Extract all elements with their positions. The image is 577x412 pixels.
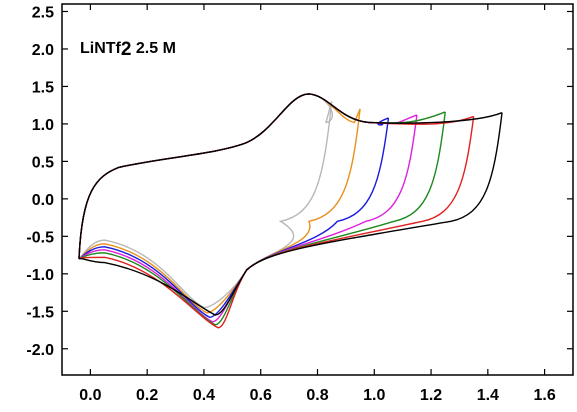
x-tick-label: 0.8 bbox=[306, 387, 328, 404]
series-1 bbox=[78, 93, 333, 309]
series-reverse-line bbox=[78, 111, 446, 326]
series-reverse-line bbox=[78, 117, 390, 318]
annotation-rest: 2.5 M bbox=[131, 40, 175, 57]
annotation-subscript: 2 bbox=[121, 39, 132, 60]
series-reverse-line bbox=[78, 101, 333, 309]
series-4 bbox=[78, 93, 418, 323]
annotation-label: LiNTf2 2.5 M bbox=[80, 39, 176, 60]
series-forward-line bbox=[78, 93, 446, 259]
series-forward-line bbox=[78, 93, 333, 259]
x-tick-label: 0.6 bbox=[250, 387, 272, 404]
y-tick-label: 0.0 bbox=[32, 192, 54, 209]
series-5 bbox=[78, 93, 446, 326]
series-reverse-line bbox=[78, 112, 503, 316]
y-tick-label: 2.5 bbox=[32, 4, 54, 21]
plot-frame bbox=[61, 3, 574, 376]
series-forward-line bbox=[78, 93, 418, 259]
x-tick-label: 1.6 bbox=[533, 387, 555, 404]
y-tick-label: 1.0 bbox=[32, 117, 54, 134]
series-reverse-line bbox=[78, 116, 475, 329]
y-tick-label: -0.5 bbox=[26, 229, 54, 246]
series-3 bbox=[78, 93, 390, 318]
y-tick-label: -1.0 bbox=[26, 267, 54, 284]
series-reverse-line bbox=[78, 108, 361, 314]
series-2 bbox=[78, 93, 361, 314]
x-tick-label: 0.4 bbox=[193, 387, 215, 404]
x-tick-label: 0.0 bbox=[79, 387, 101, 404]
x-tick-label: 1.0 bbox=[363, 387, 385, 404]
y-tick-label: 0.5 bbox=[32, 154, 54, 171]
axis-ticks: 0.0 0.2 0.4 0.6 0.8 1.0 1.2 1.4 1.6 -2.0 -1.5 -1.0 -… bbox=[26, 4, 573, 404]
x-tick-label: 0.2 bbox=[136, 387, 158, 404]
y-tick-label: -1.5 bbox=[26, 304, 54, 321]
y-tick-label: -2.0 bbox=[26, 342, 54, 359]
x-tick-label: 1.2 bbox=[420, 387, 442, 404]
x-tick-label: 1.4 bbox=[477, 387, 499, 404]
series-layer bbox=[78, 93, 503, 329]
y-tick-label: 1.5 bbox=[32, 79, 54, 96]
series-reverse-line bbox=[78, 114, 418, 323]
y-tick-label: 2.0 bbox=[32, 42, 54, 59]
series-forward-line bbox=[78, 93, 361, 259]
series-7 bbox=[78, 93, 503, 316]
series-forward-line bbox=[78, 93, 389, 259]
annotation-main: LiNTf bbox=[80, 40, 122, 57]
series-forward-line bbox=[78, 93, 503, 259]
